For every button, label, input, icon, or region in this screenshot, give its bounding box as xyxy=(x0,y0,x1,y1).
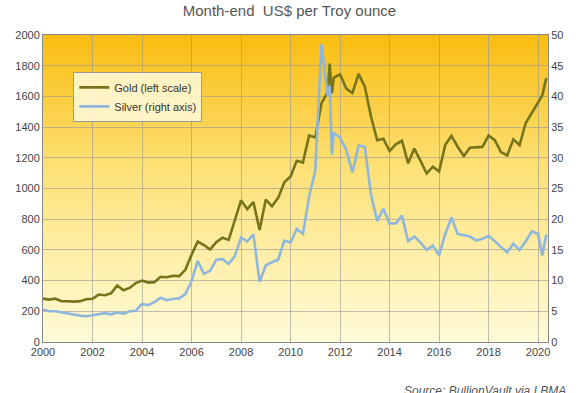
svg-text:Month-end US$ per Troy ounce: Month-end US$ per Troy ounce xyxy=(183,2,396,19)
svg-text:1600: 1600 xyxy=(15,90,39,102)
svg-text:1200: 1200 xyxy=(15,152,39,164)
svg-text:50: 50 xyxy=(551,29,563,41)
svg-text:2018: 2018 xyxy=(476,346,500,358)
svg-text:0: 0 xyxy=(551,336,557,348)
svg-text:2006: 2006 xyxy=(179,346,203,358)
svg-text:200: 200 xyxy=(21,305,39,317)
svg-text:2020: 2020 xyxy=(526,346,550,358)
svg-text:Silver (right axis): Silver (right axis) xyxy=(114,101,196,113)
svg-text:1400: 1400 xyxy=(15,121,39,133)
svg-text:30: 30 xyxy=(551,152,563,164)
svg-text:45: 45 xyxy=(551,60,563,72)
svg-text:2002: 2002 xyxy=(80,346,104,358)
svg-text:15: 15 xyxy=(551,244,563,256)
svg-text:2000: 2000 xyxy=(15,29,39,41)
svg-text:20: 20 xyxy=(551,213,563,225)
svg-text:2008: 2008 xyxy=(229,346,253,358)
svg-text:400: 400 xyxy=(21,274,39,286)
svg-text:35: 35 xyxy=(551,121,563,133)
svg-text:600: 600 xyxy=(21,244,39,256)
svg-text:Source: BullionVault via LBMA: Source: BullionVault via LBMA xyxy=(404,384,566,393)
svg-text:40: 40 xyxy=(551,90,563,102)
svg-text:25: 25 xyxy=(551,182,563,194)
svg-text:1000: 1000 xyxy=(15,182,39,194)
svg-text:2014: 2014 xyxy=(377,346,401,358)
svg-text:10: 10 xyxy=(551,274,563,286)
svg-text:5: 5 xyxy=(551,305,557,317)
svg-text:0: 0 xyxy=(34,336,40,348)
svg-text:2016: 2016 xyxy=(427,346,451,358)
svg-text:1800: 1800 xyxy=(15,60,39,72)
svg-text:2012: 2012 xyxy=(328,346,352,358)
svg-text:2004: 2004 xyxy=(130,346,154,358)
svg-text:800: 800 xyxy=(21,213,39,225)
svg-text:2000: 2000 xyxy=(31,346,55,358)
svg-text:2010: 2010 xyxy=(278,346,302,358)
svg-text:Gold (left scale): Gold (left scale) xyxy=(114,82,191,94)
